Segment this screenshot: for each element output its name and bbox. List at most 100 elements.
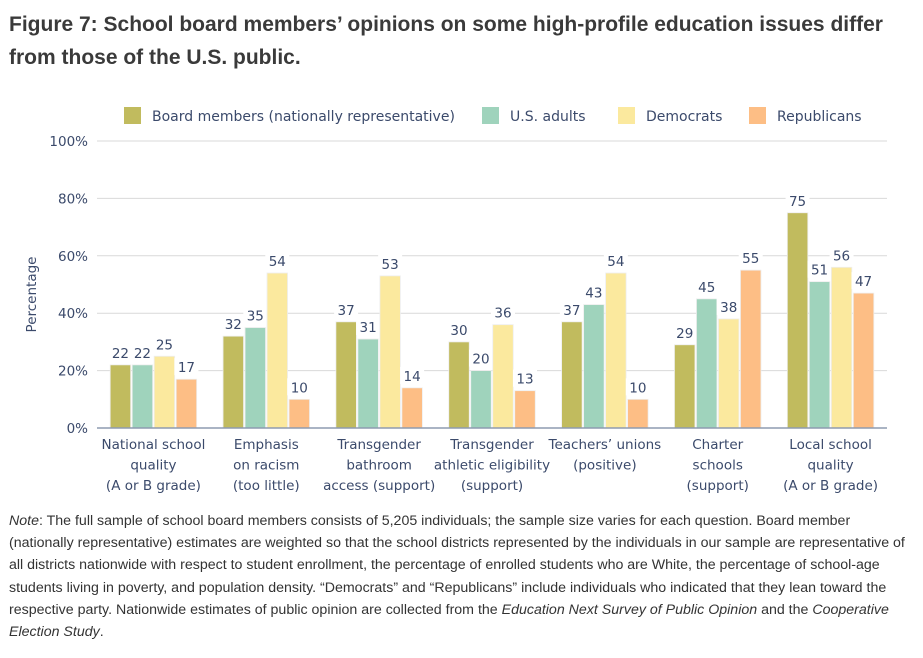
data-label-bg (378, 254, 403, 272)
x-tick-label: Emphasis (234, 437, 299, 453)
legend-swatch (124, 107, 141, 124)
bar (401, 387, 423, 429)
data-label-bg (513, 369, 537, 387)
x-tick-label: quality (130, 458, 176, 474)
data-label: 45 (698, 280, 715, 296)
bar (514, 390, 536, 429)
chart-container: 0% 20% 40% 60% 80% 100% Percentage Board member… (0, 90, 923, 505)
data-label: 31 (360, 320, 377, 336)
y-tick-label: 60% (58, 249, 88, 265)
bar (492, 324, 514, 429)
x-tick-label: Local school (789, 437, 872, 453)
data-label-bg (603, 252, 628, 270)
legend-label: Board members (nationally representative… (152, 109, 455, 125)
x-tick-label: athletic eligibility (434, 458, 550, 474)
bar (627, 398, 649, 429)
bar (244, 327, 266, 429)
note-text-2: and the (757, 601, 813, 618)
legend-swatch (482, 107, 499, 124)
data-label: 22 (134, 346, 151, 362)
data-label: 56 (833, 248, 850, 264)
bar (830, 266, 853, 429)
data-label: 75 (789, 194, 806, 210)
bar (561, 321, 583, 429)
x-tick-label: (too little) (233, 478, 300, 494)
bar (718, 318, 740, 429)
data-label-bg (265, 252, 290, 270)
bar (852, 292, 875, 429)
data-label: 10 (291, 380, 308, 396)
x-tick-label: (support) (687, 478, 749, 494)
data-label: 51 (811, 263, 828, 279)
y-tick-label: 40% (58, 306, 88, 322)
note-source-1: Education Next Survey of Public Opinion (501, 601, 758, 618)
data-label-bg (694, 277, 719, 295)
data-label: 10 (629, 380, 646, 396)
x-tick-label: Transgender (449, 437, 534, 453)
data-label-bg (829, 246, 854, 264)
data-label: 38 (720, 300, 737, 316)
data-label: 36 (494, 306, 511, 322)
grouped-bar-chart: 0% 20% 40% 60% 80% 100% Percentage Board member… (24, 107, 887, 494)
figure-title: Figure 7: School board members’ opinions… (9, 13, 883, 69)
bar (266, 272, 288, 429)
data-label-bg (785, 191, 810, 209)
data-label: 47 (855, 274, 872, 290)
bar (448, 341, 470, 429)
data-label-bg (334, 300, 359, 318)
bar (288, 398, 310, 429)
x-tick-label: (A or B grade) (783, 478, 878, 494)
bar (335, 321, 357, 429)
bar (357, 338, 379, 429)
note-label: Note (9, 513, 39, 529)
bar (696, 298, 718, 429)
x-tick-label: bathroom (346, 458, 412, 474)
data-label: 35 (247, 309, 264, 325)
data-label-bg (738, 249, 763, 267)
legend-swatch (749, 107, 766, 124)
note-text-1: : The full sample of school board member… (9, 513, 905, 618)
legend-label: Democrats (646, 109, 722, 125)
bar (222, 335, 244, 429)
data-label: 53 (382, 257, 399, 273)
data-label-bg (469, 349, 493, 367)
data-label: 54 (607, 254, 624, 270)
data-label-bg (243, 306, 268, 324)
bar (109, 364, 132, 429)
y-tick-label: 20% (58, 364, 88, 380)
data-label-bg (851, 272, 876, 290)
x-tick-label: National school (102, 437, 206, 453)
data-label: 22 (112, 346, 129, 362)
data-label-bg (287, 378, 312, 396)
bar (379, 275, 401, 429)
data-label: 29 (676, 326, 693, 342)
data-label-bg (625, 378, 650, 396)
data-label-bg (581, 283, 606, 301)
bar (808, 281, 831, 429)
bar (470, 370, 492, 429)
data-label-bg (447, 320, 471, 338)
x-tick-label: schools (693, 458, 743, 474)
note-text-3: . (99, 624, 104, 641)
data-label: 32 (225, 317, 242, 333)
data-label: 13 (516, 372, 533, 388)
data-label: 37 (338, 303, 355, 319)
data-label-bg (108, 343, 133, 361)
data-label: 30 (450, 323, 467, 339)
data-label-bg (174, 358, 199, 376)
bar (740, 269, 762, 429)
y-tick-label: 100% (49, 134, 88, 150)
x-tick-label: (support) (461, 478, 523, 494)
legend-swatch (618, 107, 635, 124)
data-label-bg (152, 335, 177, 353)
bar (583, 304, 605, 429)
data-label: 20 (472, 352, 489, 368)
data-label-bg (130, 343, 155, 361)
x-tick-label: quality (807, 458, 853, 474)
bar (153, 355, 176, 429)
y-tick-label: 0% (67, 421, 89, 437)
x-tick-label: (A or B grade) (106, 478, 201, 494)
bar (786, 212, 809, 429)
x-tick-label: on racism (233, 458, 299, 474)
data-label-bg (559, 300, 584, 318)
